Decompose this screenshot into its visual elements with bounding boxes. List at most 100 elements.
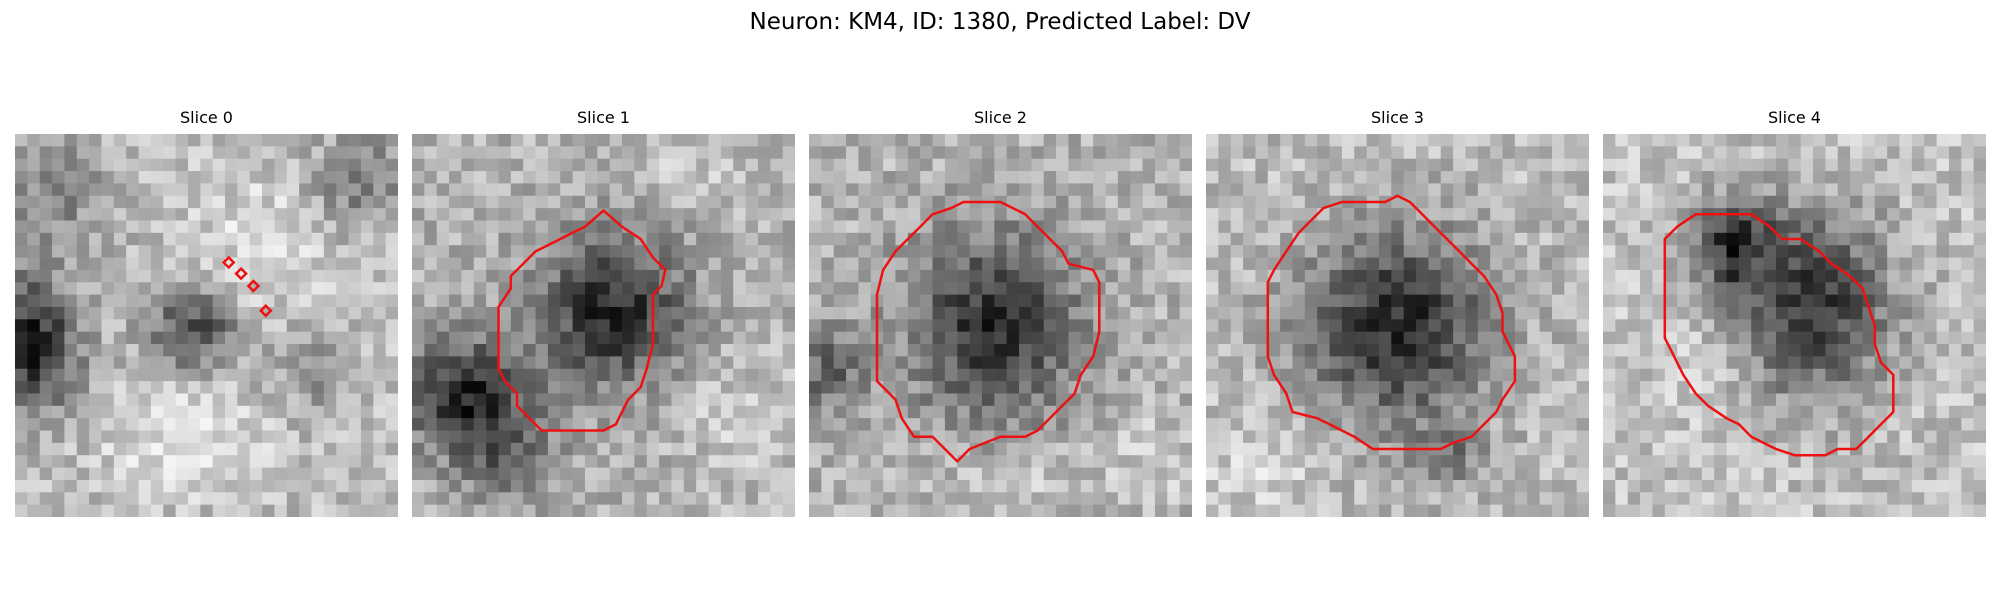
pixel xyxy=(1813,331,1826,345)
pixel xyxy=(1527,269,1541,283)
pixel xyxy=(1317,245,1331,259)
pixel xyxy=(1056,418,1070,432)
pixel xyxy=(348,195,362,209)
pixel xyxy=(994,257,1008,271)
pixel xyxy=(932,183,946,197)
roi-contour xyxy=(1266,194,1517,451)
pixel xyxy=(113,442,127,456)
pixel xyxy=(1948,183,1962,197)
pixel xyxy=(1019,232,1032,246)
pixel xyxy=(1527,381,1541,395)
slice-title: Slice 0 xyxy=(180,108,233,127)
pixel xyxy=(622,418,635,432)
pixel xyxy=(1056,183,1070,197)
pixel xyxy=(225,146,238,160)
pixel xyxy=(1354,208,1368,222)
pixel xyxy=(262,282,276,296)
pixel xyxy=(883,504,897,517)
pixel xyxy=(858,171,872,185)
pixel xyxy=(1502,146,1516,160)
pixel xyxy=(15,492,28,506)
pixel xyxy=(683,306,697,320)
pixel xyxy=(696,430,710,444)
pixel xyxy=(1788,504,1802,517)
pixel xyxy=(498,467,512,481)
pixel xyxy=(461,171,475,185)
pixel xyxy=(1031,171,1045,185)
pixel xyxy=(1603,356,1616,370)
pixel xyxy=(1043,418,1057,432)
pixel xyxy=(757,467,771,481)
pixel xyxy=(101,134,115,147)
pixel xyxy=(101,195,115,209)
pixel xyxy=(1603,479,1616,493)
pixel xyxy=(461,418,475,432)
pixel xyxy=(846,504,860,517)
pixel xyxy=(920,195,934,209)
pixel xyxy=(1130,208,1144,222)
pixel xyxy=(1652,294,1666,308)
pixel xyxy=(113,381,127,395)
pixel xyxy=(1080,430,1094,444)
pixel xyxy=(336,183,350,197)
pixel xyxy=(1006,455,1020,469)
pixel xyxy=(770,146,784,160)
pixel xyxy=(1502,171,1516,185)
pixel xyxy=(858,381,872,395)
pixel xyxy=(1564,368,1578,382)
pixel xyxy=(76,282,90,296)
pixel xyxy=(1948,306,1962,320)
pixel xyxy=(1924,479,1938,493)
pixel xyxy=(1068,492,1082,506)
pixel xyxy=(572,269,586,283)
pixel xyxy=(1006,282,1020,296)
pixel xyxy=(498,245,512,259)
pixel xyxy=(1428,183,1442,197)
pixel xyxy=(1527,442,1541,456)
pixel xyxy=(461,368,475,382)
pixel xyxy=(1142,183,1156,197)
pixel xyxy=(957,479,971,493)
pixel xyxy=(76,381,90,395)
pixel xyxy=(733,504,747,517)
pixel xyxy=(1887,319,1901,333)
pixel xyxy=(1899,208,1913,222)
pixel xyxy=(138,232,152,246)
pixel xyxy=(671,282,685,296)
pixel xyxy=(1378,245,1392,259)
pixel xyxy=(39,220,53,234)
pixel xyxy=(1788,393,1802,407)
pixel xyxy=(1603,344,1616,357)
pixel xyxy=(1056,269,1070,283)
pixel xyxy=(622,294,635,308)
pixel xyxy=(27,158,41,172)
pixel xyxy=(1664,504,1678,517)
pixel xyxy=(1726,134,1740,147)
pixel xyxy=(1652,134,1666,147)
pixel xyxy=(1453,344,1467,357)
pixel xyxy=(944,158,958,172)
pixel xyxy=(1514,479,1528,493)
pixel xyxy=(745,442,759,456)
pixel xyxy=(1527,455,1541,469)
pixel xyxy=(809,158,822,172)
pixel xyxy=(286,381,300,395)
pixel xyxy=(262,331,276,345)
pixel xyxy=(969,158,983,172)
pixel xyxy=(708,146,722,160)
pixel xyxy=(1267,405,1281,419)
pixel xyxy=(286,467,300,481)
pixel xyxy=(1243,146,1257,160)
pixel xyxy=(757,134,771,147)
pixel xyxy=(944,368,958,382)
pixel xyxy=(510,356,524,370)
pixel xyxy=(237,492,251,506)
pixel xyxy=(126,183,140,197)
pixel xyxy=(113,479,127,493)
pixel xyxy=(683,134,697,147)
pixel xyxy=(1652,306,1666,320)
pixel xyxy=(1551,220,1565,234)
pixel xyxy=(907,504,921,517)
pixel xyxy=(782,492,795,506)
pixel xyxy=(1527,418,1541,432)
